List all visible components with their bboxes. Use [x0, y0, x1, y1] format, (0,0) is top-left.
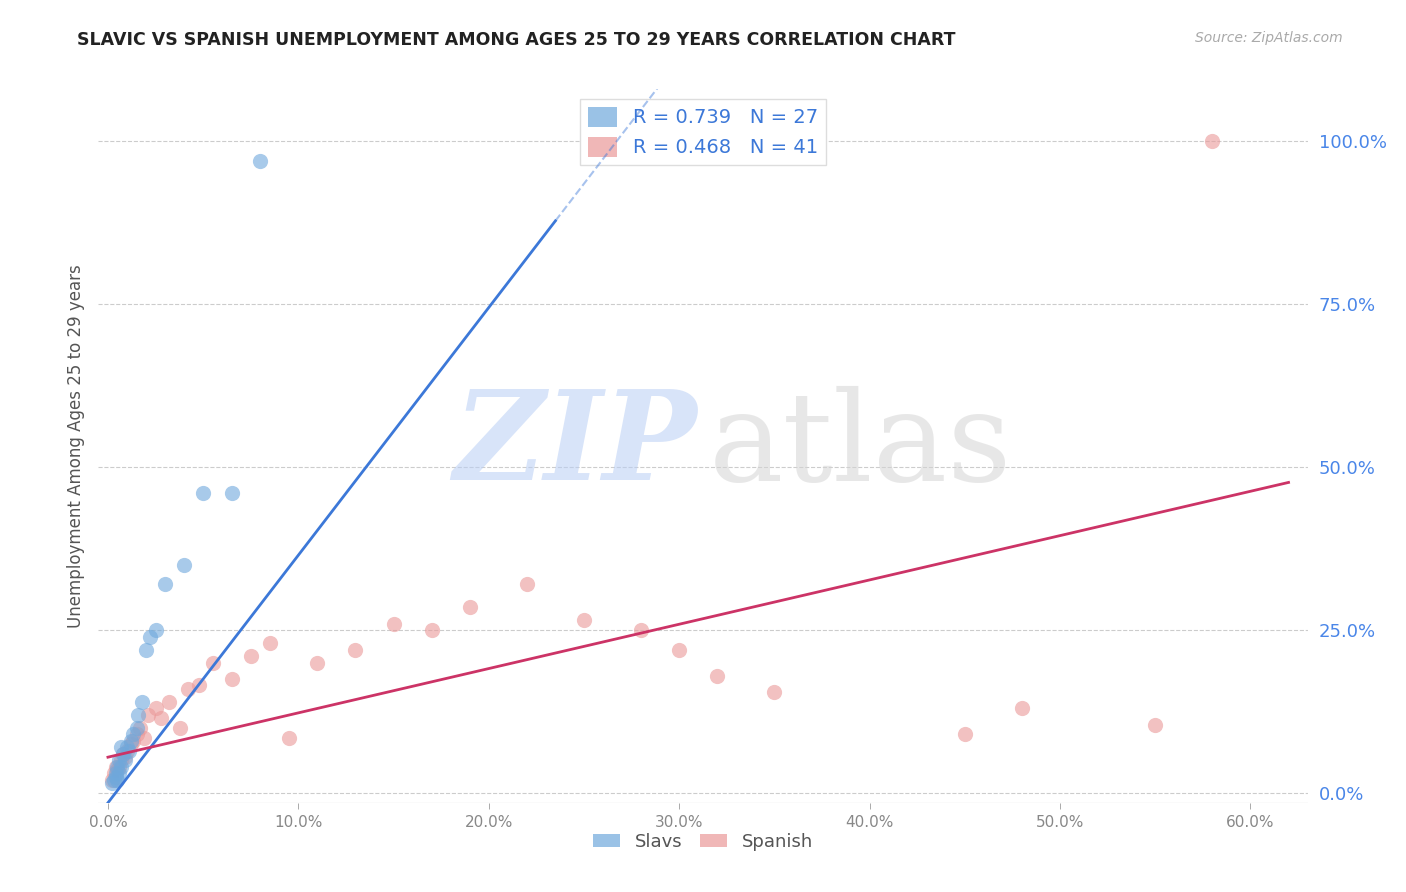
Point [221, 672, 243, 686]
Point [221, 486, 243, 500]
Point [953, 727, 976, 741]
Point [125, 721, 148, 735]
Point [145, 623, 167, 637]
Point [188, 678, 211, 692]
Point [135, 642, 157, 657]
Point [103, 772, 125, 787]
Point [103, 766, 125, 780]
Point [239, 649, 262, 664]
Point [572, 613, 595, 627]
Point [118, 744, 141, 758]
Point [100, 772, 122, 787]
Point [108, 766, 131, 780]
Point [108, 754, 131, 768]
Point [131, 695, 153, 709]
Point [344, 642, 367, 657]
Point [121, 734, 143, 748]
Point [114, 754, 136, 768]
Legend: Slavs, Spanish: Slavs, Spanish [586, 826, 820, 858]
Point [129, 721, 152, 735]
Point [191, 486, 214, 500]
Point [157, 695, 180, 709]
Point [107, 772, 129, 787]
Point [153, 577, 176, 591]
Point [201, 656, 224, 670]
Point [668, 642, 690, 657]
Y-axis label: Unemployment Among Ages 25 to 29 years: Unemployment Among Ages 25 to 29 years [66, 264, 84, 628]
Point [177, 681, 200, 696]
Point [1201, 134, 1223, 148]
Point [115, 744, 138, 758]
Point [382, 616, 405, 631]
Point [150, 711, 173, 725]
Point [127, 707, 149, 722]
Point [115, 740, 138, 755]
Point [145, 701, 167, 715]
Point [110, 754, 132, 768]
Point [706, 669, 728, 683]
Point [104, 766, 127, 780]
Point [104, 770, 127, 784]
Point [134, 731, 156, 745]
Point [307, 656, 329, 670]
Point [1011, 701, 1033, 715]
Point [173, 558, 195, 572]
Point [100, 776, 122, 790]
Point [277, 731, 299, 745]
Point [104, 760, 127, 774]
Point [420, 623, 443, 637]
Point [458, 600, 481, 615]
Point [139, 630, 162, 644]
Point [516, 577, 538, 591]
Text: Source: ZipAtlas.com: Source: ZipAtlas.com [1195, 31, 1343, 45]
Point [107, 760, 129, 774]
Point [763, 685, 786, 699]
Point [107, 763, 129, 777]
Point [120, 737, 142, 751]
Point [110, 760, 132, 774]
Point [112, 747, 135, 761]
Point [136, 707, 159, 722]
Point [110, 740, 132, 755]
Point [1144, 717, 1167, 731]
Point [630, 623, 652, 637]
Point [108, 760, 131, 774]
Point [125, 727, 148, 741]
Text: atlas: atlas [709, 385, 1012, 507]
Point [114, 750, 136, 764]
Text: SLAVIC VS SPANISH UNEMPLOYMENT AMONG AGES 25 TO 29 YEARS CORRELATION CHART: SLAVIC VS SPANISH UNEMPLOYMENT AMONG AGE… [77, 31, 956, 49]
Point [120, 734, 142, 748]
Point [259, 636, 281, 650]
Point [169, 721, 191, 735]
Text: ZIP: ZIP [453, 385, 697, 507]
Point [121, 727, 143, 741]
Point [249, 153, 271, 168]
Point [112, 747, 135, 761]
